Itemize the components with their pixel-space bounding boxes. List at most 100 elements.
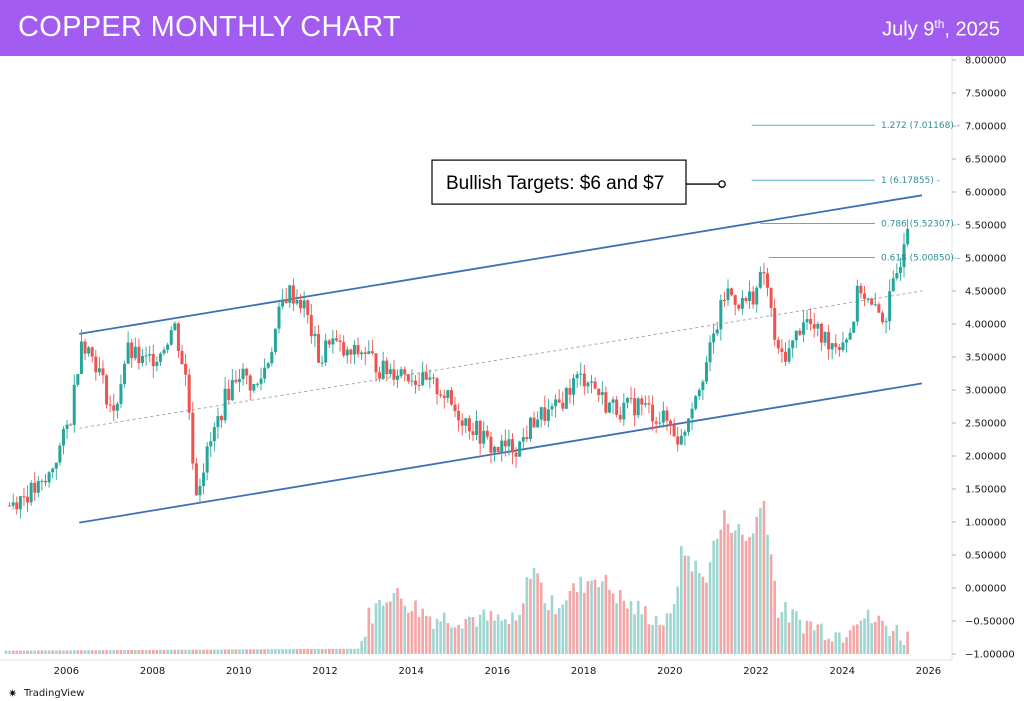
candle-body <box>809 319 813 325</box>
candle-body <box>424 372 428 380</box>
candle-body <box>575 374 579 379</box>
volume-bar <box>834 632 838 654</box>
candle-body <box>877 304 881 313</box>
volume-bar <box>820 623 823 654</box>
candle-body <box>841 342 845 351</box>
candle-body <box>712 333 716 343</box>
candle-body <box>83 341 87 354</box>
y-tick-label: −1.00000 <box>965 650 1015 661</box>
volume-bar <box>744 540 748 654</box>
candle-body <box>769 287 773 308</box>
candle-body <box>338 340 342 343</box>
volume-bar <box>410 611 414 654</box>
volume-bar <box>356 648 360 654</box>
volume-bar <box>543 603 547 654</box>
candle-body <box>209 441 213 447</box>
y-tick-label: −0.50000 <box>965 617 1015 628</box>
volume-bar <box>486 620 489 654</box>
volume-bar <box>600 581 604 654</box>
candle-body <box>755 287 759 305</box>
volume-bar <box>385 602 389 654</box>
volume-bar <box>672 604 676 654</box>
candle-body <box>895 273 899 279</box>
candle-body <box>237 379 241 383</box>
volume-bar <box>845 637 848 654</box>
candle-body <box>61 428 65 446</box>
candle-body <box>643 403 647 405</box>
volume-bar <box>575 591 579 654</box>
candle-body <box>40 480 44 482</box>
volume-bar <box>680 546 683 654</box>
volume-bar <box>888 636 891 654</box>
candle-body <box>327 340 331 345</box>
volume-bar <box>417 617 421 654</box>
volume-bar <box>827 638 830 654</box>
candle-body <box>392 369 396 380</box>
candle-body <box>306 300 310 315</box>
fib-level-label: 1 (6.17855) - <box>881 176 940 186</box>
y-tick-label: 2.50000 <box>965 419 1006 430</box>
volume-bar <box>636 600 640 654</box>
volume-bar <box>327 648 331 654</box>
volume-bar <box>877 615 881 654</box>
volume-bar <box>475 626 478 654</box>
candle-body <box>704 362 708 382</box>
candle-body <box>787 348 791 362</box>
volume-bar <box>15 650 19 654</box>
channel-lines-group <box>79 194 923 524</box>
candle-body <box>726 288 730 301</box>
volume-bar <box>69 650 72 654</box>
annotation-box <box>431 159 687 205</box>
volume-bar <box>701 576 705 654</box>
volume-bar <box>468 616 471 654</box>
volume-bar <box>292 649 295 654</box>
candle-body <box>586 382 590 387</box>
candle-body <box>593 381 597 389</box>
volume-bar <box>644 606 647 654</box>
candle-body <box>309 314 313 337</box>
candle-body <box>94 356 98 373</box>
volume-bar <box>554 614 557 654</box>
candle-body <box>410 380 414 382</box>
candle-body <box>191 412 195 464</box>
volume-bar <box>403 605 407 654</box>
candle-body <box>205 446 209 473</box>
volume-bar <box>856 624 859 654</box>
candle-body <box>561 402 565 409</box>
volume-bar <box>8 650 11 654</box>
candle-body <box>622 402 626 420</box>
volume-bar <box>19 650 22 654</box>
candle-body <box>126 342 130 364</box>
volume-bar <box>586 581 590 654</box>
volume-bar <box>593 579 597 654</box>
channel-upper-line <box>79 194 923 335</box>
volume-bar <box>198 649 202 654</box>
volume-bar <box>802 633 805 654</box>
volume-bar <box>787 622 791 654</box>
candle-body <box>72 384 76 425</box>
volume-bar <box>902 644 906 654</box>
y-tick-label: 6.00000 <box>965 188 1006 199</box>
volume-bar <box>54 650 58 654</box>
volume-bar <box>719 529 723 654</box>
volume-bar <box>259 649 263 654</box>
candle-body <box>36 480 40 493</box>
candle-body <box>830 343 834 350</box>
candle-body <box>485 430 489 437</box>
volume-bar <box>151 649 155 654</box>
candle-body <box>119 384 123 404</box>
volume-bar <box>302 649 306 654</box>
volume-bar <box>608 589 611 654</box>
volume-bar <box>44 650 47 654</box>
volume-bar <box>335 648 338 654</box>
volume-bar <box>791 609 794 654</box>
volume-bar <box>62 650 65 654</box>
volume-bar <box>184 649 187 654</box>
copper-chart: 8.00000 7.50000 7.00000 6.50000 6.00000 5.500… <box>0 56 1015 700</box>
volume-bar <box>101 650 105 654</box>
volume-bar <box>583 592 586 654</box>
volume-bar <box>274 649 277 654</box>
volume-bar <box>723 510 726 654</box>
candle-body <box>518 441 522 457</box>
volume-bar <box>640 614 644 654</box>
